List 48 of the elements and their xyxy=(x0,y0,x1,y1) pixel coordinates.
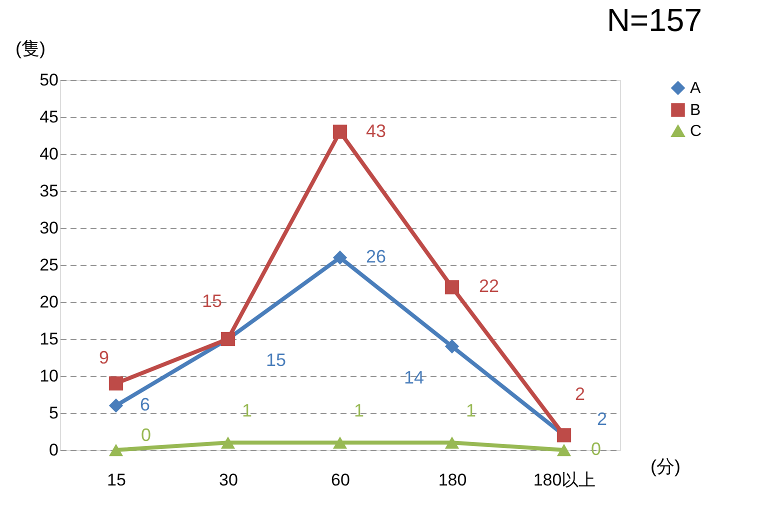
x-tick-label: 60 xyxy=(331,470,350,490)
y-tick-label: 5 xyxy=(49,404,58,422)
data-label: 2 xyxy=(596,409,608,430)
y-tick-label: 15 xyxy=(40,330,58,348)
data-label: 2 xyxy=(574,384,586,404)
data-label: 26 xyxy=(366,246,386,267)
data-label: 9 xyxy=(98,347,110,368)
point xyxy=(108,376,124,390)
y-tick-label: 25 xyxy=(40,256,58,274)
point xyxy=(108,444,124,456)
y-axis-title: (隻) xyxy=(16,38,46,58)
x-tick-label: 15 xyxy=(107,470,126,490)
x-tick-label: 30 xyxy=(219,470,238,490)
point xyxy=(108,398,124,413)
y-tick-label: 0 xyxy=(49,440,58,460)
y-tick-label: 45 xyxy=(40,108,58,126)
y-tick-label: 20 xyxy=(40,292,58,312)
legend-label: A xyxy=(690,80,701,97)
legend-label: C xyxy=(690,123,702,140)
data-label: 0 xyxy=(140,425,152,445)
x-tick-label: 180 xyxy=(438,470,467,490)
data-label: 1 xyxy=(354,400,364,421)
point xyxy=(556,444,572,456)
data-label: 6 xyxy=(140,394,150,415)
y-tick-label: 40 xyxy=(40,144,58,164)
chart-title: N=157 xyxy=(606,2,702,38)
data-label: 1 xyxy=(466,400,476,421)
point xyxy=(332,436,348,449)
point xyxy=(332,250,348,265)
data-label: 14 xyxy=(404,367,424,388)
point xyxy=(444,436,460,449)
point xyxy=(444,339,460,354)
point xyxy=(220,436,236,449)
data-label: 1 xyxy=(242,400,252,421)
y-tick-label: 50 xyxy=(40,70,58,90)
point xyxy=(444,280,460,294)
y-tick-label: 35 xyxy=(40,182,58,200)
data-label: 22 xyxy=(478,276,500,296)
x-axis-title: (分) xyxy=(650,456,680,476)
data-label: 43 xyxy=(366,120,386,141)
x-tick-label: 180以上 xyxy=(533,470,596,490)
y-tick-label: 30 xyxy=(40,218,58,238)
legend-label: B xyxy=(690,102,701,119)
point xyxy=(332,124,348,139)
y-tick-label: 10 xyxy=(40,366,58,386)
data-label: 15 xyxy=(266,350,286,370)
data-label: 15 xyxy=(202,291,222,311)
data-label: 0 xyxy=(590,439,602,459)
